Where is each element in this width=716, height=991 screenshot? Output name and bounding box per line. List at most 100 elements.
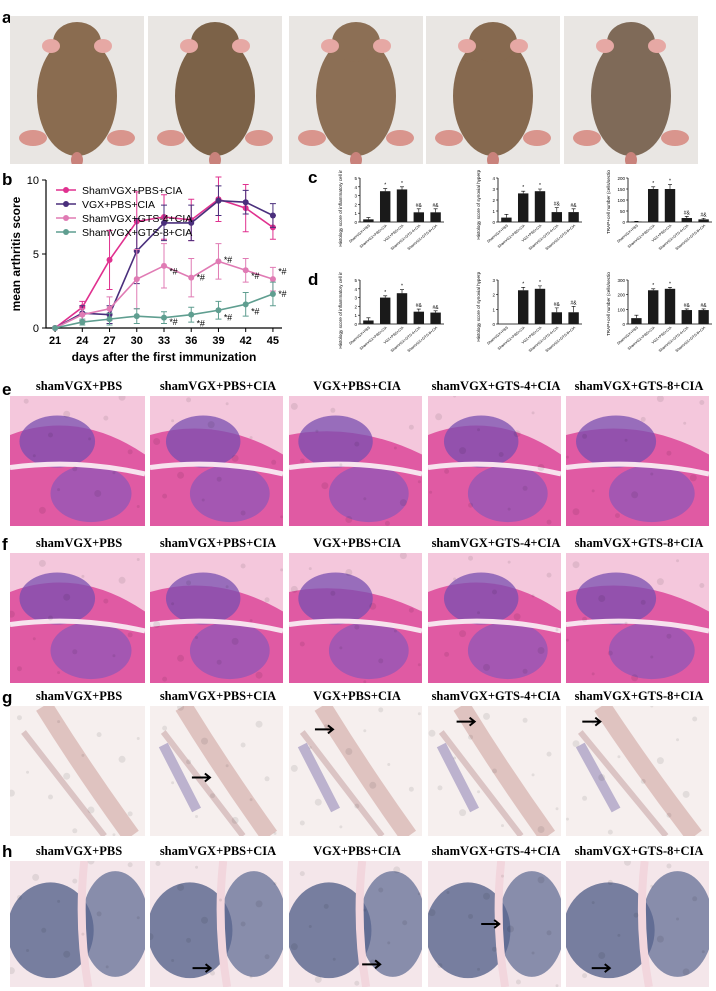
bar [517, 290, 529, 324]
x-tick-label: 36 [185, 335, 197, 347]
x-tick-label: ShamVGX+GTS-4+CIA [390, 325, 422, 353]
data-point [52, 325, 59, 331]
histology-image [150, 861, 283, 987]
bar [379, 297, 391, 324]
significance-mark: #& [571, 203, 578, 209]
plot-area: 0 5 10 21 24 27 30 33 36 39 42 45 days after the fir… [9, 175, 282, 364]
histology-title: shamVGX+PBS+CIA [159, 379, 277, 393]
histology-title: shamVGX+PBS [35, 689, 123, 703]
error-bar [400, 186, 404, 190]
y-tick-label: 2 [354, 304, 357, 309]
arthritis-score-line-chart: 0 5 10 21 24 27 30 33 36 39 42 45 days after the fir… [9, 175, 287, 364]
data-point [79, 311, 86, 318]
error-bar [571, 208, 576, 213]
y-axis-label: mean arthritis score [9, 196, 23, 311]
bar-chart-c: 0 1 2 3 4 5 Histology score of inflammatory ce… [338, 170, 444, 251]
panel-label-d: d [308, 270, 319, 289]
x-tick-label: ShamVGX+GTS-4+CIA [658, 325, 690, 353]
y-tick-label: 5 [354, 278, 357, 283]
x-tick-label: 21 [49, 335, 61, 347]
histology-title: VGX+PBS+CIA [313, 536, 401, 550]
bar [681, 218, 693, 222]
bar [698, 310, 709, 324]
bar [396, 293, 408, 324]
y-tick-label: 0 [33, 323, 39, 335]
arrow-icon [192, 963, 213, 973]
legend-marker [63, 215, 69, 221]
bar [379, 191, 391, 222]
y-axis-label: Histology score of inflammatory cell inf… [338, 272, 343, 349]
histology-title: shamVGX+PBS+CIA [159, 689, 277, 703]
bar-chart-c: 0 1 2 3 4 Histology score of synovial hyperpl… [476, 170, 582, 251]
bar [517, 193, 529, 222]
significance-mark: * [384, 183, 386, 189]
mouse-photo [564, 16, 698, 164]
bar [647, 189, 659, 222]
panel-label-h: h [2, 842, 13, 861]
data-point [269, 276, 276, 283]
data-point [242, 199, 249, 206]
y-tick-label: 3 [354, 296, 357, 301]
mouse-photo [10, 16, 144, 164]
significance-mark: * [669, 179, 671, 185]
histology-image [566, 553, 709, 683]
data-point [106, 256, 113, 263]
bar [551, 312, 563, 324]
y-tick-label: 0 [622, 322, 625, 327]
histology-image [150, 706, 283, 836]
arrow-icon [456, 716, 477, 727]
y-tick-label: 0 [354, 322, 357, 327]
y-axis-label: TRAP+cell number (cells/section) [606, 272, 611, 336]
x-tick-label: ShamVGX+GTS-8+CIA [675, 223, 707, 251]
arrow-icon [362, 959, 382, 970]
significance-mark: * [401, 284, 403, 290]
histology-image [428, 706, 561, 836]
mouse-photo [289, 16, 423, 164]
photo-title: ShamVGX+PBS [39, 1, 121, 13]
data-point [269, 290, 276, 297]
bar-chart-d: 0 1 2 3 4 5 Histology score of inflammatory ce… [338, 272, 444, 353]
panel-label-f: f [2, 535, 8, 554]
error-bar [383, 295, 388, 298]
significance-mark: * [539, 280, 541, 286]
error-bar [554, 307, 559, 313]
bar [363, 219, 374, 222]
x-tick-label: ShamVGX+GTS-8+CIA [675, 325, 707, 353]
legend-marker [63, 187, 69, 193]
histology-title: shamVGX+PBS+CIA [159, 536, 277, 550]
photo-title: VGX+PBS+CIA [318, 1, 400, 13]
significance-mark: #& [701, 212, 708, 218]
photo-title: ShamVGX+GTS-8+CIA [573, 1, 695, 13]
x-tick-label: 39 [212, 335, 224, 347]
legend-entry: ShamVGX+GTS-8+CIA [82, 227, 192, 239]
significance-annotation: *# [223, 255, 233, 265]
histology-title: shamVGX+PBS [35, 844, 123, 858]
y-tick-label: 100 [617, 198, 625, 203]
legend-marker [63, 201, 69, 207]
histology-title: shamVGX+GTS-4+CIA [431, 536, 561, 550]
arrow-icon [314, 724, 335, 735]
histology-image [428, 553, 561, 683]
data-point [106, 305, 113, 312]
y-tick-label: 100 [617, 307, 625, 312]
histology-title: shamVGX+PBS [35, 536, 123, 550]
significance-mark: #& [684, 303, 691, 309]
histology-image [566, 706, 709, 836]
error-bar [416, 208, 421, 213]
histology-title: shamVGX+GTS-4+CIA [431, 689, 561, 703]
panel-label-e: e [2, 380, 12, 399]
x-tick-label: 42 [240, 335, 252, 347]
error-bar [400, 289, 404, 294]
histology-image [566, 396, 709, 526]
error-bar [651, 288, 656, 291]
bar [534, 288, 546, 324]
panel-label-b: b [2, 170, 13, 189]
significance-annotation: *# [251, 307, 261, 317]
y-tick-label: 0 [354, 220, 357, 225]
significance-mark: #& [416, 203, 423, 209]
y-axis-label: Histology score of inflammatory cell inf… [338, 170, 343, 247]
histology-image [428, 861, 561, 987]
significance-mark: * [652, 283, 654, 289]
y-tick-label: 5 [33, 249, 39, 261]
y-tick-label: 0 [492, 322, 495, 327]
